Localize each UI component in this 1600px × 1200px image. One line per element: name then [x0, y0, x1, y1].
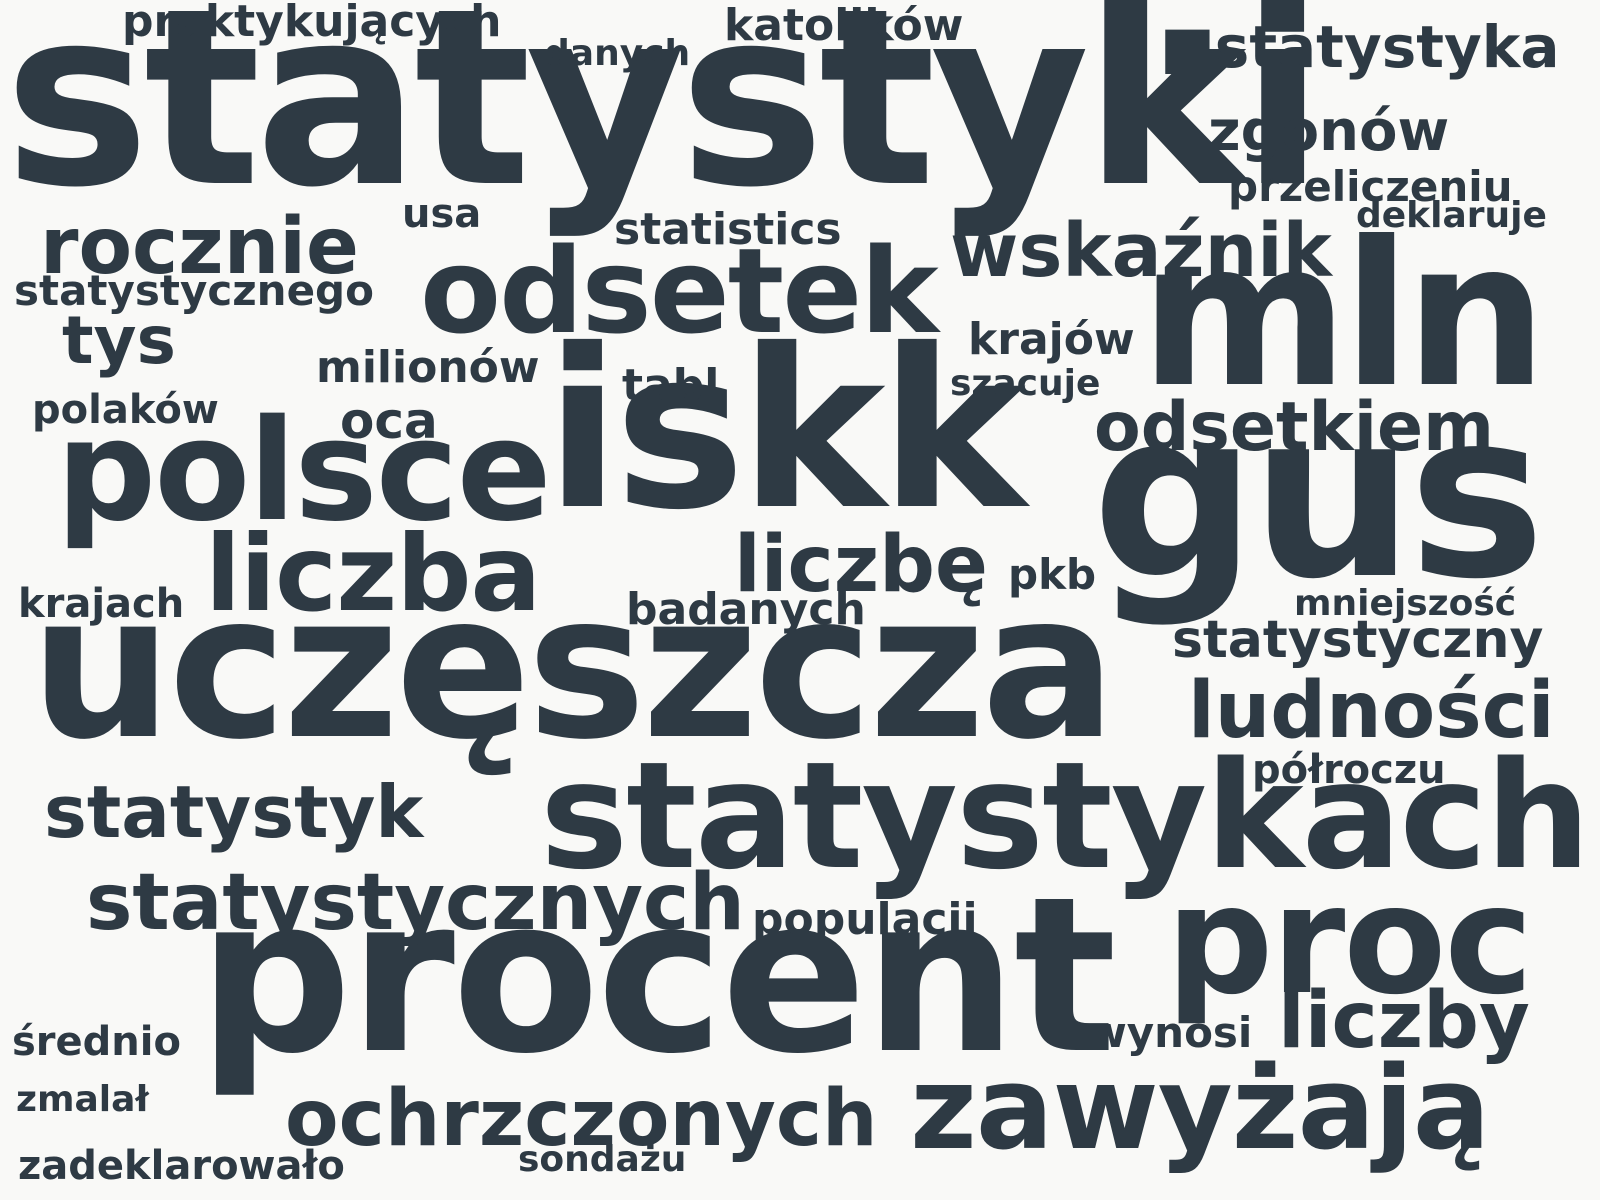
word-srednio: średnio: [12, 1019, 181, 1065]
word-iskk: iskk: [545, 302, 1026, 558]
word-odsetek: odsetek: [420, 222, 939, 360]
word-gus: gus: [1092, 363, 1545, 630]
word-tabl: tabl: [622, 360, 720, 411]
word-sondazu: sondażu: [518, 1139, 687, 1180]
word-przeliczeniu: przeliczeniu: [1228, 162, 1513, 211]
word-liczba: liczba: [205, 513, 541, 635]
word-liczby: liczby: [1278, 976, 1530, 1066]
word-statystyczny: statystyczny: [1172, 610, 1544, 670]
word-polakow: polaków: [32, 387, 219, 433]
word-zawyzaja: zawyżają: [910, 1042, 1490, 1176]
word-rocznie: rocznie: [40, 202, 359, 292]
word-procent: procent: [198, 850, 1117, 1101]
word-tys: tys: [62, 302, 176, 379]
word-statistics: statistics: [614, 204, 842, 255]
word-polsce: polsce: [56, 390, 552, 553]
word-wskaznik: wskaźnik: [950, 208, 1332, 294]
word-statystyk: statystyk: [44, 770, 424, 854]
word-szacuje: szacuje: [950, 363, 1101, 404]
word-liczbe: liczbę: [734, 520, 988, 610]
word-zadeklarowalo: zadeklarowało: [18, 1143, 345, 1189]
word-statystycznego: statystycznego: [14, 266, 374, 315]
word-statystyka: ■statystyka: [1160, 13, 1560, 81]
word-usa: usa: [402, 191, 482, 237]
word-ochrzczonych: ochrzczonych: [285, 1074, 878, 1164]
word-zgonow: zgonów: [1208, 99, 1450, 164]
word-uczeszcza: uczęszcza: [30, 551, 1116, 784]
word-deklaruje: deklaruje: [1356, 195, 1547, 236]
word-polroczu: półroczu: [1252, 747, 1446, 793]
word-wynosi: wynosi: [1088, 1008, 1253, 1057]
word-krajow: krajów: [968, 314, 1135, 365]
word-krajach: krajach: [18, 581, 185, 627]
word-zmalal: zmalał: [16, 1079, 149, 1120]
word-pkb: pkb: [1008, 550, 1097, 599]
word-oca: oca: [340, 392, 438, 450]
word-mniejszosc: mniejszość: [1294, 583, 1517, 624]
word-statystycznych: statystycznych: [86, 858, 745, 948]
word-proc: proc: [1166, 854, 1533, 1028]
word-mln: mln: [1140, 199, 1547, 432]
word-populacji: populacji: [752, 894, 978, 945]
word-katolikow: katolików: [724, 0, 964, 51]
word-statystykach: statystykach: [540, 730, 1591, 902]
word-odsetkiem: odsetkiem: [1094, 388, 1494, 467]
word-milionow: milionów: [316, 342, 540, 393]
word-badanych: badanych: [626, 584, 866, 635]
word-statystyki: statystyki: [4, 0, 1325, 241]
word-danych: danych: [544, 33, 691, 74]
word-ludnosci: ludności: [1188, 666, 1555, 756]
word-praktykujacych: praktykujących: [122, 0, 502, 47]
